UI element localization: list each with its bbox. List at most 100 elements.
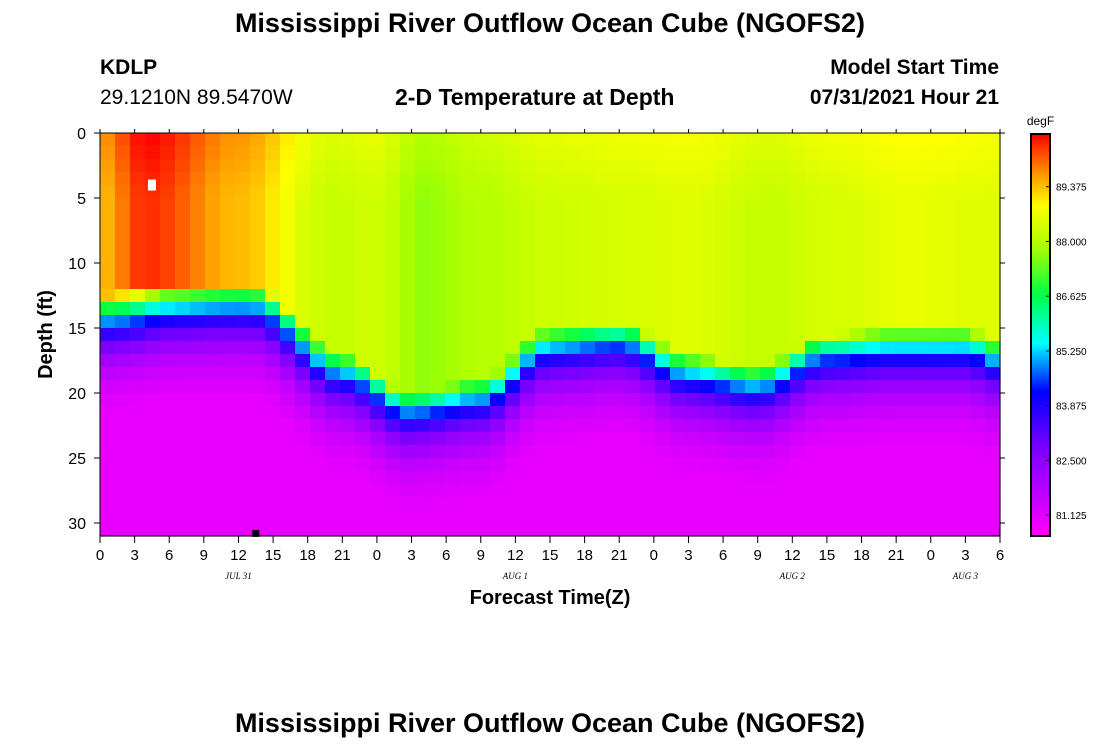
heatmap-cell	[835, 484, 851, 498]
heatmap-cell	[565, 133, 581, 147]
heatmap-cell	[250, 497, 266, 511]
heatmap-cell	[415, 289, 431, 303]
heatmap-cell	[430, 276, 446, 290]
heatmap-cell	[625, 510, 641, 524]
heatmap-cell	[580, 133, 596, 147]
heatmap-cell	[775, 445, 791, 459]
heatmap-cell	[790, 510, 806, 524]
heatmap-cell	[895, 406, 911, 420]
heatmap-cell	[775, 471, 791, 485]
heatmap-cell	[250, 354, 266, 368]
heatmap-cell	[820, 341, 836, 355]
heatmap-cell	[925, 224, 941, 238]
heatmap-cell	[685, 146, 701, 160]
heatmap-cell	[835, 237, 851, 251]
heatmap-cell	[925, 328, 941, 342]
heatmap-cell	[325, 510, 341, 524]
heatmap-cell	[865, 328, 881, 342]
heatmap-cell	[130, 133, 146, 147]
heatmap-cell	[610, 302, 626, 316]
heatmap-cell	[265, 224, 281, 238]
heatmap-cell	[700, 497, 716, 511]
heatmap-cell	[655, 406, 671, 420]
heatmap-cell	[310, 315, 326, 329]
heatmap-cell	[490, 289, 506, 303]
heatmap-cell	[370, 276, 386, 290]
heatmap-cell	[145, 341, 161, 355]
heatmap-cell	[940, 419, 956, 433]
heatmap-cell	[955, 133, 971, 147]
heatmap-cell	[595, 172, 611, 186]
heatmap-cell	[160, 419, 176, 433]
heatmap-cell	[850, 432, 866, 446]
heatmap-cell	[880, 497, 896, 511]
heatmap-cell	[775, 510, 791, 524]
heatmap-cell	[790, 367, 806, 381]
heatmap-cell	[235, 328, 251, 342]
heatmap-cell	[250, 328, 266, 342]
heatmap-cell	[655, 341, 671, 355]
heatmap-cell	[745, 471, 761, 485]
heatmap-cell	[865, 263, 881, 277]
heatmap-cell	[805, 484, 821, 498]
heatmap-cell	[640, 198, 656, 212]
heatmap-cell	[445, 484, 461, 498]
heatmap-cell	[430, 354, 446, 368]
heatmap-cell	[700, 393, 716, 407]
heatmap-cell	[970, 458, 986, 472]
heatmap-cell	[760, 419, 776, 433]
heatmap-cell	[280, 263, 296, 277]
heatmap-cell	[835, 380, 851, 394]
heatmap-cell	[370, 458, 386, 472]
heatmap-cell	[205, 146, 221, 160]
heatmap-cell	[685, 497, 701, 511]
heatmap-cell	[250, 510, 266, 524]
x-tick-label: 3	[407, 547, 415, 564]
heatmap-cell	[535, 484, 551, 498]
heatmap-cell	[460, 276, 476, 290]
heatmap-cell	[160, 484, 176, 498]
heatmap-cell	[235, 497, 251, 511]
heatmap-cell	[970, 432, 986, 446]
heatmap-cell	[940, 523, 956, 537]
heatmap-cell	[190, 445, 206, 459]
heatmap-cell	[460, 497, 476, 511]
heatmap-cell	[385, 289, 401, 303]
heatmap-cell	[865, 315, 881, 329]
heatmap-cell	[325, 159, 341, 173]
heatmap-cell	[865, 133, 881, 147]
heatmap-cell	[925, 393, 941, 407]
heatmap-cell	[190, 172, 206, 186]
heatmap-cell	[310, 341, 326, 355]
heatmap-cell	[385, 393, 401, 407]
heatmap-cell	[160, 315, 176, 329]
heatmap-cell	[160, 328, 176, 342]
heatmap-cell	[700, 354, 716, 368]
heatmap-cell	[685, 172, 701, 186]
heatmap-cell	[460, 341, 476, 355]
heatmap-cell	[475, 159, 491, 173]
heatmap-cell	[100, 367, 116, 381]
heatmap-cell	[760, 276, 776, 290]
heatmap-cell	[220, 419, 236, 433]
heatmap-cell	[895, 380, 911, 394]
heatmap-cell	[640, 484, 656, 498]
x-axis-label: Forecast Time(Z)	[470, 587, 631, 609]
heatmap-cell	[850, 224, 866, 238]
heatmap-cell	[670, 497, 686, 511]
heatmap-cell	[475, 393, 491, 407]
heatmap-cell	[625, 471, 641, 485]
heatmap-cell	[295, 172, 311, 186]
heatmap-cell	[130, 172, 146, 186]
heatmap-cell	[955, 315, 971, 329]
heatmap-cell	[415, 146, 431, 160]
heatmap-cell	[475, 250, 491, 264]
heatmap-cell	[280, 146, 296, 160]
heatmap-cell	[790, 406, 806, 420]
heatmap-cell	[790, 328, 806, 342]
heatmap-cell	[475, 328, 491, 342]
heatmap-cell	[580, 445, 596, 459]
heatmap-cell	[790, 458, 806, 472]
heatmap-cell	[520, 367, 536, 381]
heatmap-cell	[610, 445, 626, 459]
